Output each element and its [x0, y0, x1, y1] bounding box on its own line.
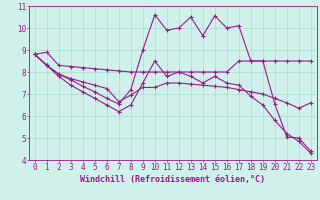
X-axis label: Windchill (Refroidissement éolien,°C): Windchill (Refroidissement éolien,°C) [80, 175, 265, 184]
